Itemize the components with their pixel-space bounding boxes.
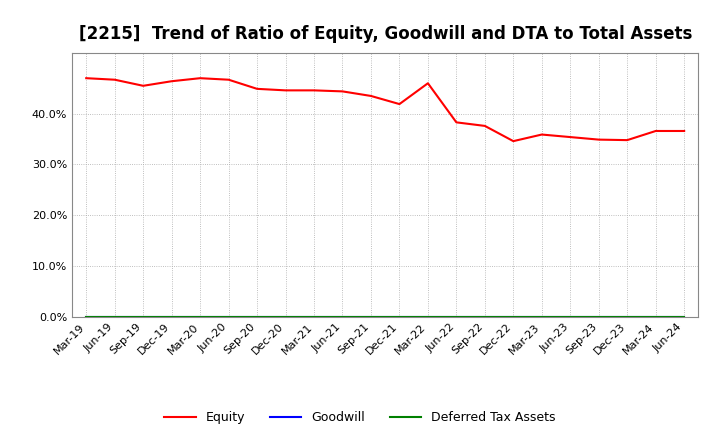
Goodwill [310, 314, 318, 319]
Equity [139, 83, 148, 88]
Deferred Tax Assets [82, 314, 91, 319]
Goodwill [595, 314, 603, 319]
Deferred Tax Assets [310, 314, 318, 319]
Deferred Tax Assets [452, 314, 461, 319]
Goodwill [196, 314, 204, 319]
Equity [452, 120, 461, 125]
Deferred Tax Assets [652, 314, 660, 319]
Goodwill [395, 314, 404, 319]
Equity [652, 128, 660, 134]
Equity [509, 139, 518, 144]
Deferred Tax Assets [566, 314, 575, 319]
Goodwill [623, 314, 631, 319]
Deferred Tax Assets [423, 314, 432, 319]
Deferred Tax Assets [509, 314, 518, 319]
Goodwill [253, 314, 261, 319]
Equity [310, 88, 318, 93]
Deferred Tax Assets [167, 314, 176, 319]
Equity [82, 76, 91, 81]
Deferred Tax Assets [225, 314, 233, 319]
Deferred Tax Assets [595, 314, 603, 319]
Goodwill [480, 314, 489, 319]
Equity [167, 79, 176, 84]
Goodwill [82, 314, 91, 319]
Equity [480, 123, 489, 128]
Deferred Tax Assets [480, 314, 489, 319]
Goodwill [282, 314, 290, 319]
Goodwill [680, 314, 688, 319]
Equity [338, 89, 347, 94]
Equity [253, 86, 261, 92]
Equity [196, 76, 204, 81]
Equity [282, 88, 290, 93]
Goodwill [566, 314, 575, 319]
Goodwill [452, 314, 461, 319]
Deferred Tax Assets [537, 314, 546, 319]
Deferred Tax Assets [623, 314, 631, 319]
Equity [680, 128, 688, 134]
Equity [595, 137, 603, 142]
Goodwill [139, 314, 148, 319]
Goodwill [423, 314, 432, 319]
Deferred Tax Assets [366, 314, 375, 319]
Goodwill [509, 314, 518, 319]
Equity [395, 102, 404, 107]
Deferred Tax Assets [139, 314, 148, 319]
Equity [423, 81, 432, 86]
Goodwill [110, 314, 119, 319]
Goodwill [167, 314, 176, 319]
Deferred Tax Assets [282, 314, 290, 319]
Deferred Tax Assets [338, 314, 347, 319]
Equity [225, 77, 233, 82]
Equity [623, 137, 631, 143]
Equity [537, 132, 546, 137]
Title: [2215]  Trend of Ratio of Equity, Goodwill and DTA to Total Assets: [2215] Trend of Ratio of Equity, Goodwil… [78, 25, 692, 43]
Deferred Tax Assets [196, 314, 204, 319]
Deferred Tax Assets [110, 314, 119, 319]
Goodwill [652, 314, 660, 319]
Deferred Tax Assets [253, 314, 261, 319]
Line: Equity: Equity [86, 78, 684, 141]
Goodwill [537, 314, 546, 319]
Equity [566, 135, 575, 140]
Goodwill [338, 314, 347, 319]
Deferred Tax Assets [680, 314, 688, 319]
Deferred Tax Assets [395, 314, 404, 319]
Goodwill [225, 314, 233, 319]
Legend: Equity, Goodwill, Deferred Tax Assets: Equity, Goodwill, Deferred Tax Assets [159, 407, 561, 429]
Equity [366, 93, 375, 99]
Goodwill [366, 314, 375, 319]
Equity [110, 77, 119, 82]
